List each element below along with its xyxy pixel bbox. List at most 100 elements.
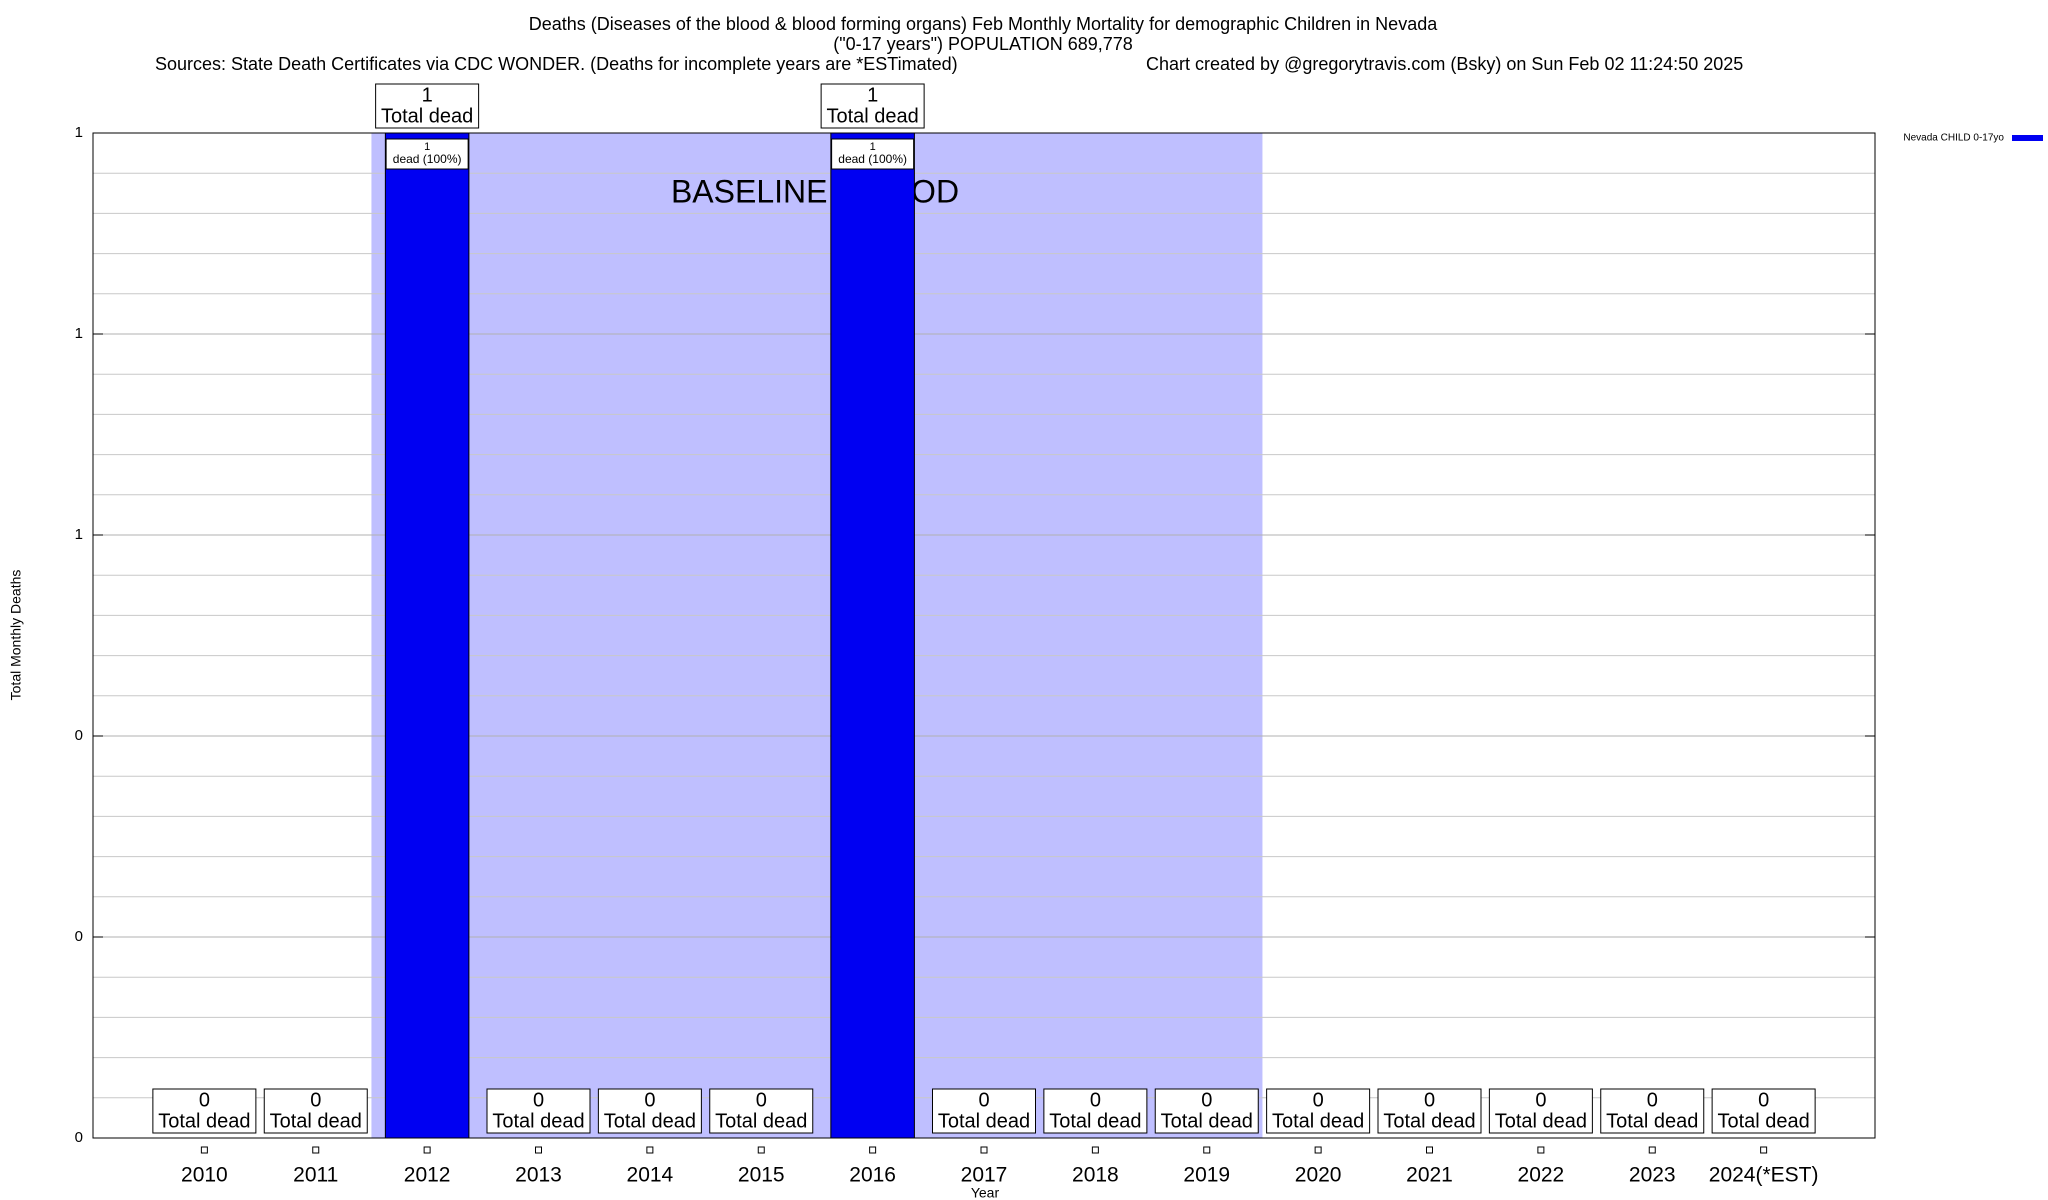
- x-tick-label: 2011: [293, 1164, 338, 1187]
- x-tick-marker: [1760, 1146, 1768, 1154]
- value-label-caption: Total dead: [1383, 1110, 1475, 1132]
- value-label-caption: Total dead: [158, 1110, 250, 1132]
- bar-label-value: 1: [870, 141, 876, 153]
- y-tick-label: 1: [75, 124, 83, 141]
- value-label: 0: [533, 1089, 544, 1111]
- x-tick-label: 2020: [1295, 1164, 1342, 1187]
- x-tick-label: 2014: [627, 1164, 674, 1187]
- bar-label-value: 1: [424, 141, 430, 153]
- value-label: 0: [978, 1089, 989, 1111]
- sources: Sources: State Death Certificates via CD…: [155, 54, 958, 74]
- value-label: 0: [310, 1089, 321, 1111]
- value-label-box: [486, 1088, 591, 1134]
- value-label: 0: [1535, 1089, 1546, 1111]
- credit: Chart created by @gregorytravis.com (Bsk…: [1146, 54, 1743, 74]
- value-label-box: [263, 1088, 368, 1134]
- value-label: 0: [1758, 1089, 1769, 1111]
- value-label-caption: Total dead: [715, 1110, 807, 1132]
- x-tick-marker: [1537, 1146, 1545, 1154]
- value-label-box: [597, 1088, 702, 1134]
- x-axis-label: Year: [971, 1185, 1000, 1200]
- y-tick-label: 0: [75, 1129, 83, 1146]
- value-label-box: [1711, 1088, 1816, 1134]
- bar: [830, 132, 915, 1139]
- plot-background: [93, 132, 1875, 1139]
- value-label-box: [820, 83, 925, 129]
- x-tick-marker: [1091, 1146, 1099, 1154]
- value-label-box: [709, 1088, 814, 1134]
- x-tick-marker: [1648, 1146, 1656, 1154]
- x-tick-marker: [869, 1146, 877, 1154]
- value-label-caption: Total dead: [1161, 1110, 1253, 1132]
- value-label-box: [152, 1088, 257, 1134]
- bar-label-box: [831, 138, 915, 170]
- x-tick-marker: [535, 1146, 542, 1154]
- x-tick-label: 2013: [515, 1164, 562, 1187]
- value-label-caption: Total dead: [381, 105, 473, 127]
- value-label-box: [1600, 1088, 1705, 1134]
- x-tick-label: 2023: [1629, 1164, 1676, 1187]
- x-tick-marker: [1314, 1146, 1322, 1154]
- value-label-caption: Total dead: [604, 1110, 696, 1132]
- bar-label-box: [385, 138, 469, 170]
- value-label-box: [1154, 1088, 1259, 1134]
- x-tick-marker: [980, 1146, 988, 1154]
- value-label: 0: [1313, 1089, 1324, 1111]
- value-label: 0: [644, 1089, 655, 1111]
- x-tick-label: 2012: [404, 1164, 451, 1187]
- y-tick-label: 0: [75, 928, 83, 945]
- value-label-caption: Total dead: [492, 1110, 584, 1132]
- value-label: 1: [867, 84, 878, 106]
- x-tick-label: 2024(*EST): [1709, 1164, 1819, 1187]
- chart-title: Deaths (Diseases of the blood & blood fo…: [529, 14, 1438, 34]
- value-label-caption: Total dead: [938, 1110, 1030, 1132]
- value-label: 0: [199, 1089, 210, 1111]
- y-tick-label: 1: [75, 526, 83, 543]
- chart-subtitle: ("0-17 years") POPULATION 689,778: [833, 34, 1133, 54]
- x-tick-marker: [423, 1146, 431, 1154]
- value-label: 0: [1647, 1089, 1658, 1111]
- x-tick-label: 2021: [1406, 1164, 1453, 1187]
- value-label-caption: Total dead: [1717, 1110, 1809, 1132]
- value-label-box: [1266, 1088, 1371, 1134]
- value-label-box: [1377, 1088, 1482, 1134]
- plot-frame: [92, 132, 1876, 1139]
- value-label-box: [1043, 1088, 1148, 1134]
- y-tick-label: 1: [75, 325, 83, 342]
- value-label: 0: [1424, 1089, 1435, 1111]
- x-tick-marker: [646, 1146, 654, 1154]
- value-label-caption: Total dead: [270, 1110, 362, 1132]
- baseline-label: BASELINE PERIOD: [671, 173, 959, 209]
- x-tick-marker: [1426, 1146, 1433, 1154]
- x-tick-marker: [757, 1146, 765, 1154]
- value-label-caption: Total dead: [1606, 1110, 1698, 1132]
- value-label: 0: [1090, 1089, 1101, 1111]
- x-tick-label: 2010: [181, 1164, 228, 1187]
- x-tick-marker: [200, 1146, 208, 1154]
- x-tick-marker: [312, 1146, 320, 1154]
- value-label-box: [932, 1088, 1036, 1134]
- bar: [384, 132, 470, 1139]
- x-tick-label: 2016: [849, 1164, 896, 1187]
- y-axis-label: Total Monthly Deaths: [8, 570, 24, 701]
- bar-label-caption: dead (100%): [838, 152, 907, 166]
- value-label-caption: Total dead: [1049, 1110, 1141, 1132]
- value-label-box: [1488, 1088, 1593, 1134]
- value-label-caption: Total dead: [1272, 1110, 1364, 1132]
- legend-swatch: [2012, 135, 2043, 141]
- legend-label: Nevada CHILD 0-17yo: [1903, 133, 2004, 144]
- value-label-caption: Total dead: [826, 105, 918, 127]
- x-tick-label: 2017: [961, 1164, 1008, 1187]
- x-tick-label: 2015: [738, 1164, 785, 1187]
- value-label: 0: [756, 1089, 767, 1111]
- bar-label-caption: dead (100%): [393, 152, 462, 166]
- x-tick-label: 2022: [1518, 1164, 1565, 1187]
- value-label-box: [375, 83, 480, 129]
- baseline-region: [371, 133, 1263, 1138]
- value-label: 1: [422, 84, 433, 106]
- x-tick-label: 2019: [1183, 1164, 1230, 1187]
- value-label-caption: Total dead: [1495, 1110, 1587, 1132]
- value-label: 0: [1201, 1089, 1212, 1111]
